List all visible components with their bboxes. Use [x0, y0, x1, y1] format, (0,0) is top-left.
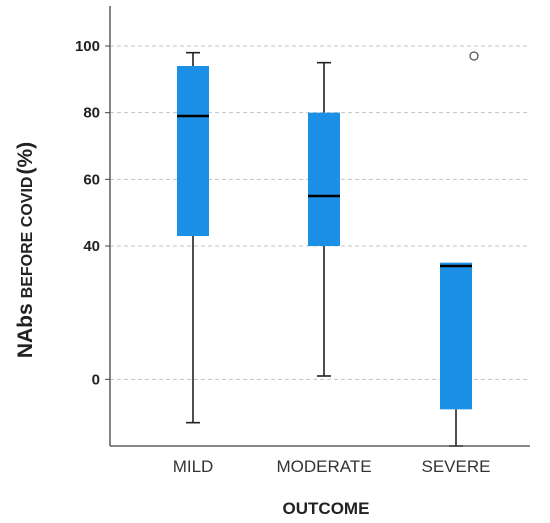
outlier-point	[469, 51, 479, 61]
box-group-moderate	[308, 61, 340, 377]
x-category-labels: MILD MODERATE SEVERE	[173, 457, 491, 476]
iqr-box	[440, 262, 472, 410]
y-axis-title-suffix: (%)	[14, 142, 37, 175]
x-category-label: SEVERE	[422, 457, 491, 476]
iqr-box	[177, 66, 209, 236]
y-tick-label: 100	[75, 38, 100, 55]
y-tick-label: 80	[83, 105, 100, 122]
y-axis-title: NAbs BEFORE COVID (%)	[14, 142, 37, 358]
y-tick-label: 40	[83, 238, 100, 255]
y-tick-label: 60	[83, 171, 100, 188]
x-category-label: MILD	[173, 457, 214, 476]
x-category-label: MODERATE	[276, 457, 371, 476]
iqr-box	[308, 112, 340, 247]
y-tick-label: 0	[92, 371, 100, 388]
axes	[109, 6, 530, 447]
boxes	[177, 51, 479, 447]
x-axis-title: OUTCOME	[283, 499, 370, 518]
box-group-mild	[177, 51, 209, 424]
y-axis-title-middle: BEFORE COVID	[19, 177, 36, 299]
y-axis-title-prefix: NAbs	[14, 303, 37, 358]
y-tick-labels: 0 40 60 80 100	[75, 38, 100, 388]
box-group-severe	[440, 51, 479, 447]
